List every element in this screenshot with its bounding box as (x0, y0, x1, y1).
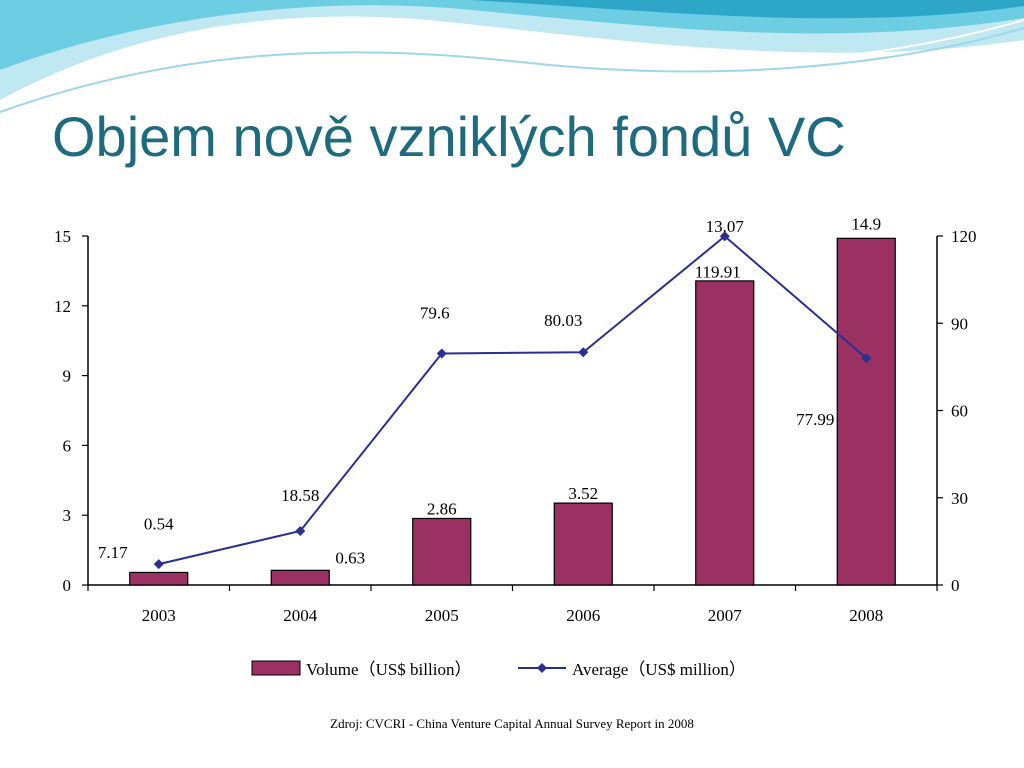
average-data-label: 80.03 (544, 311, 582, 330)
average-line-path (158, 234, 867, 566)
average-line (153, 231, 872, 570)
average-data-label: 7.17 (98, 543, 128, 562)
data-labels: 0.54 0.63 2.86 3.52 13.07 14.9 7.17 18.58 79.6 80… (98, 214, 881, 567)
legend-average-marker (537, 663, 547, 673)
legend-volume-label: Volume（US$ billion） (306, 660, 471, 679)
left-tick-label: 3 (63, 506, 72, 525)
left-tick-label: 6 (63, 436, 72, 455)
average-point (578, 347, 589, 358)
source-caption: Zdroj: CVCRI - China Venture Capital Ann… (330, 716, 694, 731)
chart-axes: 0 3 6 9 12 15 0 30 60 90 120 2003 2004 2005 2006 2007 20… (54, 227, 977, 625)
x-tick-label: 2006 (566, 606, 600, 625)
left-tick-label: 12 (54, 297, 71, 316)
average-data-label: 77.99 (796, 410, 834, 429)
average-point (436, 348, 447, 359)
right-tick-label: 0 (951, 576, 960, 595)
venture-fund-chart: 0 3 6 9 12 15 0 30 60 90 120 2003 2004 2005 2006 2007 20… (30, 193, 1002, 695)
volume-data-label: 0.54 (144, 514, 174, 533)
average-data-label: 119.91 (695, 262, 741, 281)
x-tick-label: 2007 (708, 606, 743, 625)
left-tick-label: 15 (54, 227, 71, 246)
average-point (295, 525, 306, 536)
volume-data-label: 2.86 (427, 499, 457, 518)
average-point (861, 353, 872, 364)
legend-average-label: Average（US$ million） (572, 660, 746, 679)
x-tick-label: 2003 (142, 606, 176, 625)
legend-volume-swatch (251, 660, 301, 676)
average-point (719, 231, 730, 242)
header-wave-decoration (0, 0, 1024, 113)
x-tick-label: 2005 (425, 606, 459, 625)
volume-bar (270, 569, 330, 586)
volume-data-label: 3.52 (568, 484, 598, 503)
x-tick-label: 2004 (283, 606, 318, 625)
volume-bars (129, 237, 896, 586)
volume-data-label: 14.9 (851, 214, 881, 233)
left-tick-label: 9 (63, 367, 72, 386)
right-tick-label: 120 (951, 227, 977, 246)
volume-bar (553, 502, 613, 586)
volume-bar (695, 280, 755, 586)
average-data-label: 79.6 (420, 303, 450, 322)
right-tick-label: 30 (951, 489, 968, 508)
chart-legend: Volume（US$ billion） Average（US$ million） (251, 660, 746, 679)
average-data-label: 18.58 (281, 486, 319, 505)
volume-bar (412, 517, 472, 586)
right-tick-label: 60 (951, 402, 968, 421)
right-tick-label: 90 (951, 314, 968, 333)
average-point (153, 559, 164, 570)
left-tick-label: 0 (63, 576, 72, 595)
volume-data-label: 0.63 (335, 548, 365, 567)
volume-bar (129, 571, 189, 586)
volume-bar (836, 237, 896, 586)
volume-data-label: 13.07 (706, 217, 745, 236)
page-title: Objem nově vzniklých fondů VC (52, 105, 846, 168)
x-tick-label: 2008 (849, 606, 883, 625)
